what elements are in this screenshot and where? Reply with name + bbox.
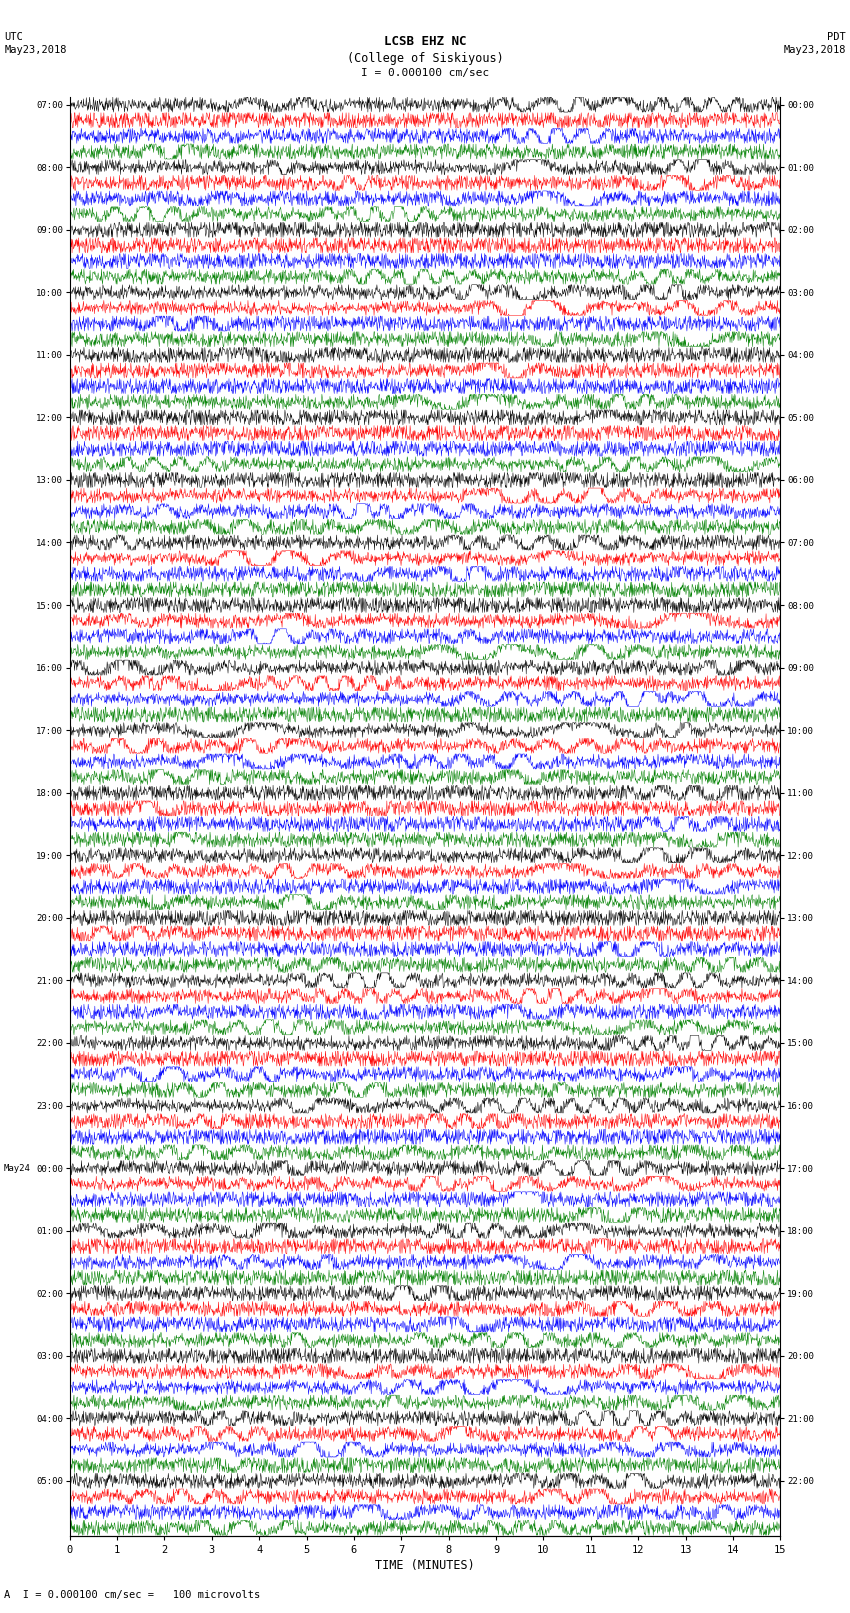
X-axis label: TIME (MINUTES): TIME (MINUTES) bbox=[375, 1558, 475, 1571]
Text: May23,2018: May23,2018 bbox=[4, 45, 67, 55]
Text: (College of Siskiyous): (College of Siskiyous) bbox=[347, 52, 503, 65]
Text: A  I = 0.000100 cm/sec =   100 microvolts: A I = 0.000100 cm/sec = 100 microvolts bbox=[4, 1590, 260, 1600]
Text: May24: May24 bbox=[3, 1163, 31, 1173]
Text: I = 0.000100 cm/sec: I = 0.000100 cm/sec bbox=[361, 68, 489, 77]
Text: May23,2018: May23,2018 bbox=[783, 45, 846, 55]
Text: UTC: UTC bbox=[4, 32, 23, 42]
Text: PDT: PDT bbox=[827, 32, 846, 42]
Text: LCSB EHZ NC: LCSB EHZ NC bbox=[383, 35, 467, 48]
